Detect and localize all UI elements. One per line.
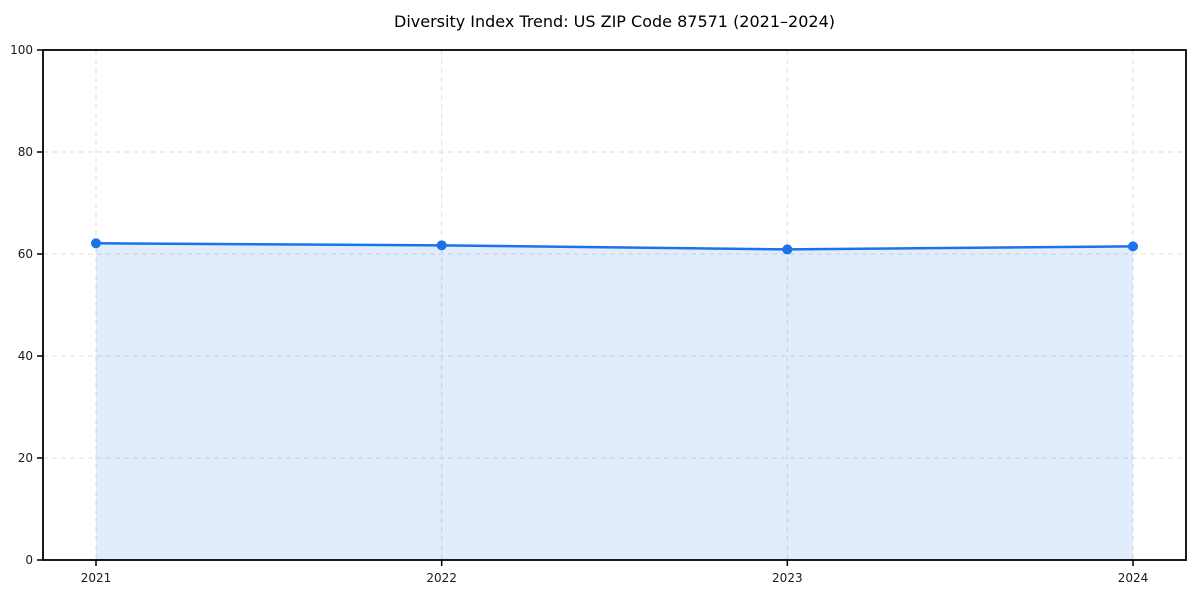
data-point-2022 — [436, 240, 447, 251]
y-tick-label-20: 20 — [18, 451, 33, 465]
trend-line — [94, 242, 1135, 251]
y-tick-label-40: 40 — [18, 349, 33, 363]
data-point-2024 — [1128, 241, 1138, 252]
chart-title: Diversity Index Trend: US ZIP Code 87571… — [394, 12, 835, 31]
x-tick-label-2022: 2022 — [426, 571, 457, 585]
y-tick-label-100: 100 — [10, 43, 33, 57]
y-tick-label-0: 0 — [25, 553, 33, 567]
data-point-2023 — [782, 244, 793, 255]
x-tick-label-2023: 2023 — [772, 571, 803, 585]
y-tick-label-60: 60 — [18, 247, 33, 261]
data-point-2021 — [91, 238, 101, 249]
x-tick-label-2021: 2021 — [81, 571, 112, 585]
plot-border — [42, 49, 1187, 561]
x-tick-label-2024: 2024 — [1118, 571, 1149, 585]
area-fill — [96, 243, 1133, 561]
y-tick-label-80: 80 — [18, 145, 33, 159]
